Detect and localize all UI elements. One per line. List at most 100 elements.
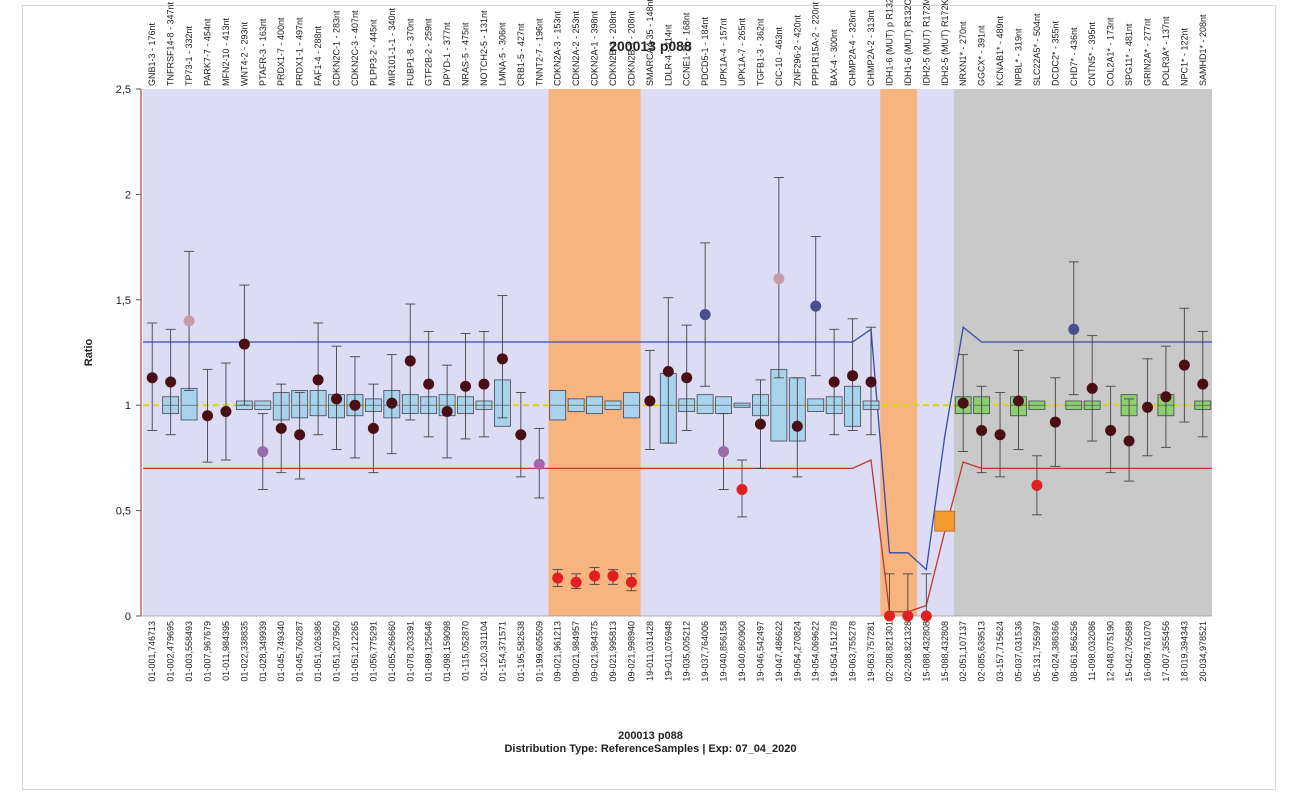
probe-position-label: 20-034,978521 bbox=[1198, 621, 1208, 682]
probe-position-label: 02-208,821301 bbox=[884, 621, 894, 682]
probe-point bbox=[1031, 479, 1043, 491]
probe-point bbox=[552, 572, 564, 584]
probe-3: PARK7-7 - 454nt 01-007,967679 bbox=[202, 18, 214, 682]
probe-57: SAMHD1* - 208nt 20-034,978521 bbox=[1194, 14, 1212, 682]
y-tick-label: 0 bbox=[125, 611, 131, 623]
probe-name-label: NRXN1* - 270nt bbox=[958, 21, 968, 86]
probe-position-label: 19-063,757281 bbox=[866, 621, 876, 682]
probe-12: PLPP3-2 - 445nt 01-056,775291 bbox=[364, 19, 382, 682]
probe-name-label: NPC1* - 122nt bbox=[1179, 27, 1189, 86]
probe-name-label: CCNE1-11 - 168nt bbox=[682, 12, 692, 86]
probe-10: CDKN2C-1 - 283nt 01-051,207950 bbox=[328, 10, 345, 682]
probe-box bbox=[696, 394, 714, 415]
probe-name-label: PARK7-7 - 454nt bbox=[203, 18, 213, 86]
probe-38: CHMP2A-4 - 326nt 19-063,755278 bbox=[844, 9, 861, 682]
probe-33: TGFB1-3 - 362nt 19-046,542497 bbox=[752, 18, 769, 682]
probe-name-label: PDCD5-1 - 184nt bbox=[700, 16, 710, 86]
probe-point bbox=[146, 372, 158, 384]
probe-point bbox=[736, 484, 748, 496]
probe-name-label: IDH1-6 (MUT) R132C bbox=[903, 0, 913, 86]
probe-name-label: KCNAB1* - 489nt bbox=[995, 15, 1005, 86]
probe-0: GNB1-3 - 176nt 01-001,746713 bbox=[146, 22, 158, 682]
probe-name-label: PLPP3-2 - 445nt bbox=[368, 19, 378, 86]
probe-point bbox=[847, 370, 859, 382]
probe-point bbox=[460, 380, 472, 392]
probe-name-label: GGCX* - 391nt bbox=[977, 25, 987, 86]
probe-point bbox=[404, 355, 416, 367]
probe-name-label: CIC-10 - 463nt bbox=[774, 26, 784, 86]
probe-name-label: SPG11* - 481nt bbox=[1124, 23, 1134, 86]
probe-point bbox=[1197, 378, 1209, 390]
probe-position-label: 01-051,212265 bbox=[350, 621, 360, 682]
probe-point-square bbox=[934, 510, 956, 532]
probe-56: NPC1* - 122nt 18-019,394343 bbox=[1178, 27, 1190, 682]
probe-position-label: 19-011,076948 bbox=[663, 621, 673, 681]
probe-35: ZNF296-2 - 420nt 19-054,270824 bbox=[788, 14, 806, 682]
y-tick-label: 1,5 bbox=[116, 295, 131, 307]
probe-position-label: 02-085,639513 bbox=[977, 621, 987, 682]
probe-position-label: 01-001,746713 bbox=[147, 621, 157, 682]
probe-point bbox=[275, 422, 287, 434]
probe-2: TP73-1 - 332nt 01-003,558493 bbox=[180, 25, 198, 682]
probe-point bbox=[1160, 391, 1172, 403]
probe-name-label: CDKN2A-3 - 153nt bbox=[553, 10, 563, 86]
probe-point bbox=[754, 418, 766, 430]
probe-point bbox=[238, 338, 250, 350]
probe-position-label: 01-120,331104 bbox=[479, 621, 489, 681]
probe-point bbox=[1012, 395, 1024, 407]
probe-name-label: NPBL* - 319nt bbox=[1013, 28, 1023, 86]
probe-28: LDLR-4 - 214nt 19-011,076948 bbox=[659, 24, 677, 681]
probe-point bbox=[1049, 416, 1061, 428]
probe-9: FAF1-4 - 288nt 01-051,026386 bbox=[309, 25, 327, 682]
probe-name-label: PPP1R15A-2 - 220nt bbox=[811, 1, 821, 86]
probe-name-label: GTF2B-2 - 259nt bbox=[424, 18, 434, 86]
probe-position-label: 01-078,203391 bbox=[405, 621, 415, 682]
probe-name-label: IDH1-6 (MUT) p R132 bbox=[884, 0, 894, 86]
probe-39: CHMP2A-2 - 313nt 19-063,757281 bbox=[862, 9, 880, 682]
probe-position-label: 01-007,967679 bbox=[203, 621, 213, 682]
probe-name-label: BAX-4 - 300nt bbox=[829, 29, 839, 86]
y-tick-label: 2,5 bbox=[116, 84, 131, 96]
probe-point bbox=[681, 372, 693, 384]
probe-19: LMNA-5 - 306nt 01-154,371571 bbox=[494, 22, 511, 682]
probe-point bbox=[202, 410, 214, 422]
probe-20: CRB1-5 - 427nt 01-195,582638 bbox=[515, 23, 527, 682]
region-idh1-mutant bbox=[880, 89, 918, 616]
probe-27: SMARCA4-35 - 148nt 19-011,031428 bbox=[644, 0, 656, 681]
probe-name-label: CDKN2C-3 - 407nt bbox=[350, 10, 360, 86]
probe-position-label: 09-021,984957 bbox=[571, 621, 581, 682]
region-reference-probes bbox=[953, 89, 1212, 616]
probe-22: CDKN2A-3 - 153nt 09-021,961213 bbox=[549, 10, 567, 682]
probe-point bbox=[883, 610, 895, 622]
probe-position-label: 02-051,107137 bbox=[958, 621, 968, 682]
probe-position-label: 16-009,761070 bbox=[1142, 621, 1152, 682]
y-tick-label: 2 bbox=[125, 189, 131, 201]
probe-point bbox=[1178, 359, 1190, 371]
probe-name-label: GRIN2A* - 277nt bbox=[1142, 18, 1152, 86]
probe-name-label: NRAS-5 - 475nt bbox=[461, 22, 471, 86]
probe-point bbox=[478, 378, 490, 390]
probe-point bbox=[312, 374, 324, 386]
probe-51: CNTN5* - 395nt 11-098,032086 bbox=[1083, 21, 1101, 681]
probe-position-label: 01-002,479695 bbox=[166, 621, 176, 682]
probe-name-label: CDKN2A-1 - 398nt bbox=[590, 10, 600, 86]
probe-position-label: 15-042,705689 bbox=[1124, 621, 1134, 682]
probe-name-label: CDKN2B-2 - 208nt bbox=[608, 10, 618, 86]
probe-name-label: CHD7* - 436nt bbox=[1069, 27, 1079, 86]
probe-point bbox=[902, 610, 914, 622]
chart-title: 200013 p088 bbox=[609, 38, 692, 54]
probe-position-label: 18-019,394343 bbox=[1179, 621, 1189, 682]
probe-position-label: 19-047,486622 bbox=[774, 621, 784, 682]
probe-point bbox=[257, 446, 269, 458]
probe-point bbox=[828, 376, 840, 388]
probe-name-label: WNT4-2 - 293nt bbox=[239, 21, 249, 86]
probe-position-label: 08-061,856256 bbox=[1069, 621, 1079, 682]
probe-point bbox=[994, 429, 1006, 441]
probe-name-label: CHMP2A-4 - 326nt bbox=[848, 9, 858, 86]
probe-point bbox=[589, 570, 601, 582]
probe-position-label: 09-021,995813 bbox=[608, 621, 618, 682]
probe-point bbox=[644, 395, 656, 407]
probe-name-label: LDLR-4 - 214nt bbox=[663, 24, 673, 86]
probe-position-label: 01-022,338835 bbox=[239, 621, 249, 682]
